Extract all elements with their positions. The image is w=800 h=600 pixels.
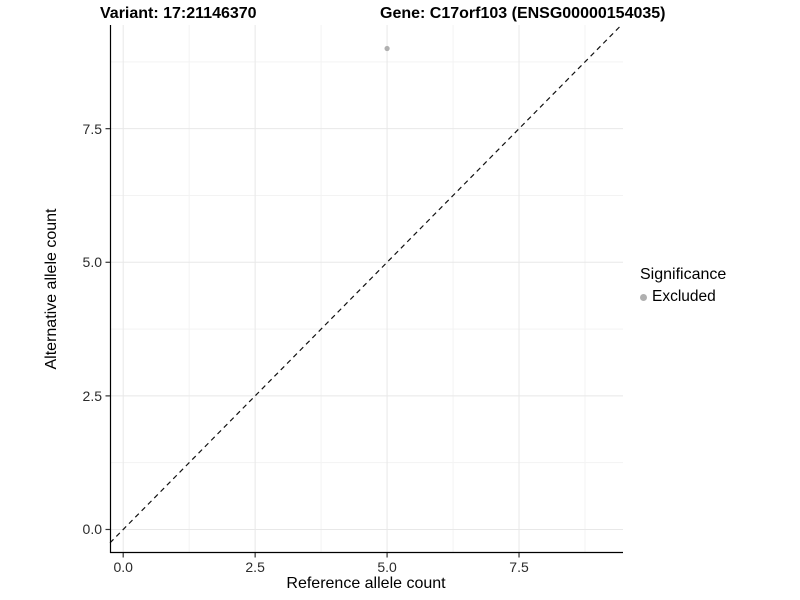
y-axis-title: Alternative allele count xyxy=(43,208,60,370)
legend-item-label: Excluded xyxy=(652,288,716,305)
x-tick-label: 5.0 xyxy=(377,559,397,575)
x-tick-label: 2.5 xyxy=(245,559,265,575)
identity-dashed-line xyxy=(109,24,622,544)
legend: Significance Excluded xyxy=(640,266,726,306)
x-tick-label: 0.0 xyxy=(113,559,133,575)
plot-canvas xyxy=(105,24,623,558)
plot-panel xyxy=(105,24,623,558)
x-axis-title: Reference allele count xyxy=(286,575,446,592)
y-tick-label: 2.5 xyxy=(82,387,102,404)
legend-item-excluded: Excluded xyxy=(640,288,726,306)
y-tick-label: 5.0 xyxy=(82,254,102,271)
y-tick-label: 0.0 xyxy=(82,521,102,538)
variant-title: Variant: 17:21146370 xyxy=(100,5,257,22)
y-tick-label: 7.5 xyxy=(82,120,102,137)
x-tick-label: 7.5 xyxy=(509,559,529,575)
legend-title: Significance xyxy=(640,266,727,283)
gene-title: Gene: C17orf103 (ENSG00000154035) xyxy=(380,5,666,22)
data-point xyxy=(384,45,390,52)
excluded-point-icon xyxy=(640,293,647,301)
